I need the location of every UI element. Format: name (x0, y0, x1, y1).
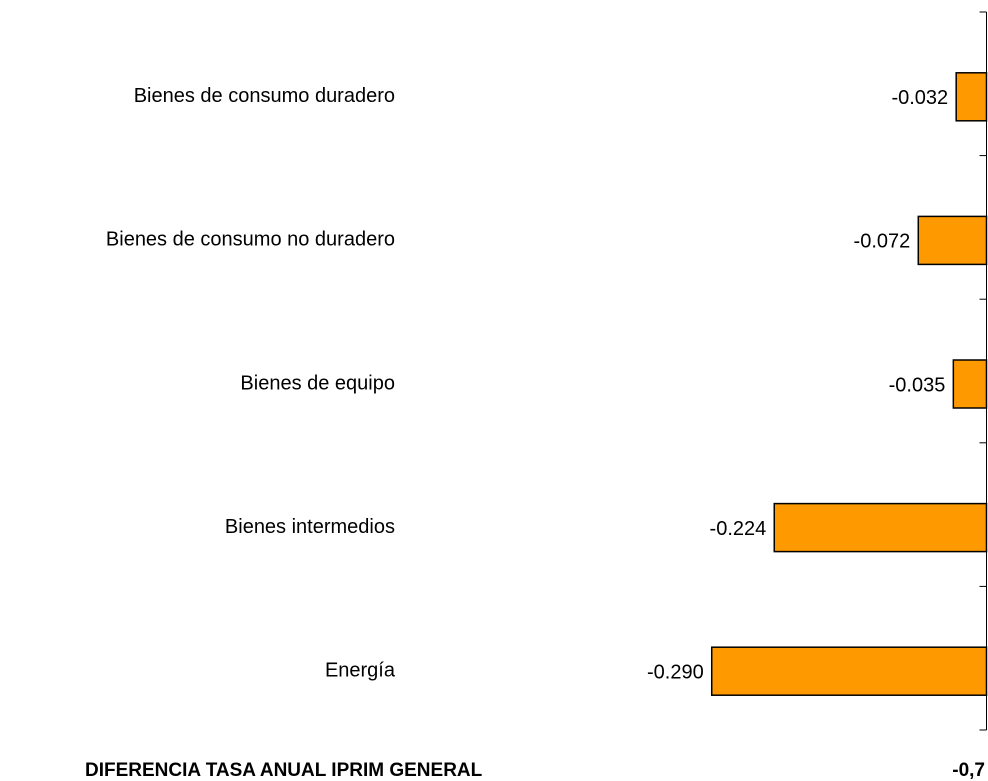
bar (917, 215, 988, 266)
category-label: Bienes de consumo duradero (134, 85, 395, 107)
summary-label: DIFERENCIA TASA ANUAL IPRIM GENERAL (85, 760, 483, 781)
summary-value: -0,7 (952, 760, 985, 781)
bar (710, 646, 988, 696)
value-label: -0.032 (891, 87, 948, 109)
value-label: -0.224 (710, 518, 767, 540)
value-label: -0.290 (647, 661, 704, 683)
value-label: -0.072 (854, 231, 911, 253)
bar (952, 359, 988, 409)
category-label: Energía (325, 659, 396, 681)
category-label: Bienes intermedios (225, 516, 395, 538)
category-label: Bienes de equipo (240, 372, 395, 394)
bar (955, 72, 988, 122)
category-label: Bienes de consumo no duradero (106, 229, 395, 251)
bar (773, 502, 988, 553)
value-label: -0.035 (889, 374, 946, 396)
